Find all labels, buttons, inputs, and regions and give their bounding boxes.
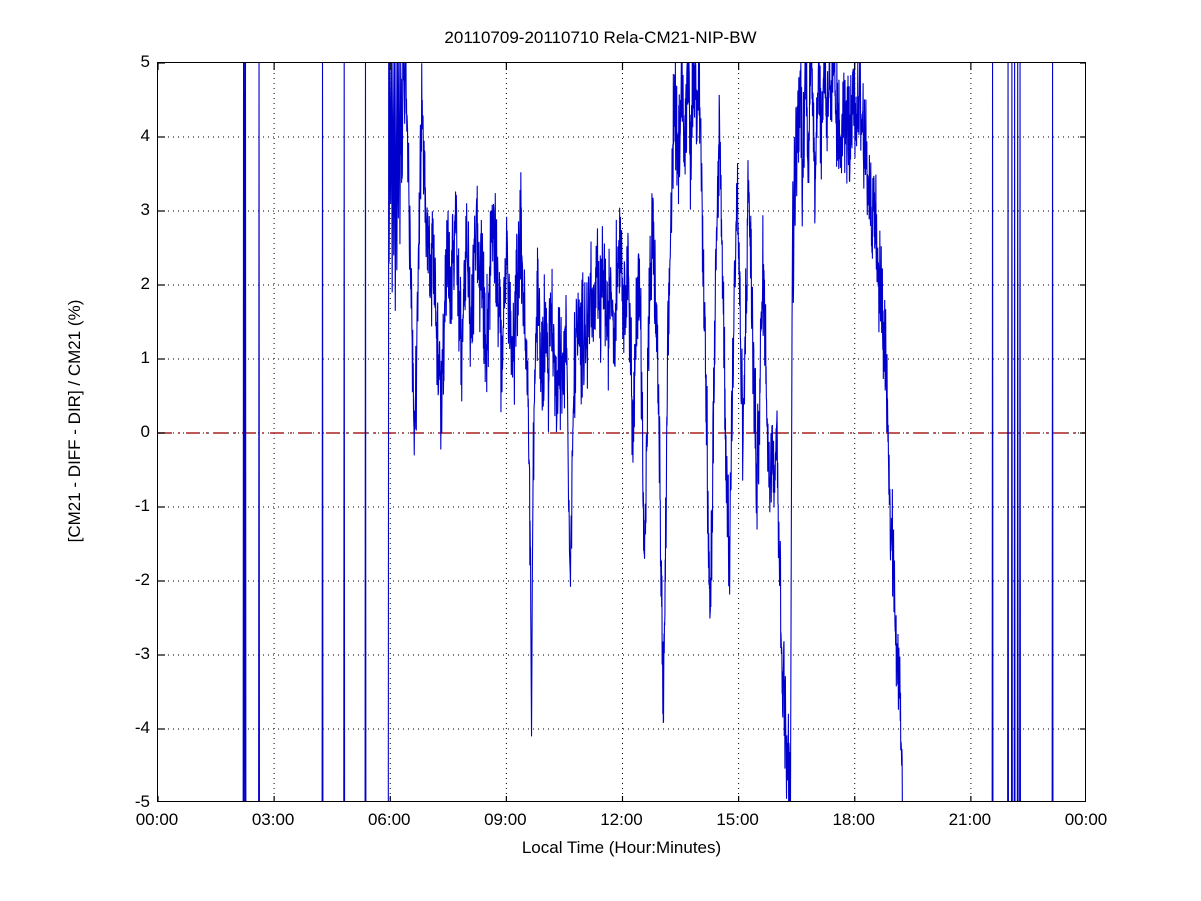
x-axis-tick-labels: 00:00 03:00 06:00 09:00 12:00 15:00 18:00 21:00…	[136, 810, 1108, 836]
x-tick-label: 21:00	[948, 810, 992, 829]
x-tick-label: 00:00	[1064, 810, 1108, 829]
x-tick-label: 12:00	[600, 810, 643, 829]
y-tick-label: 4	[140, 126, 150, 145]
y-tick-label: 5	[140, 52, 150, 71]
x-axis-label: Local Time (Hour:Minutes)	[521, 838, 722, 857]
y-tick-label: -5	[134, 792, 150, 811]
y-tick-label: 1	[140, 348, 150, 367]
y-tick-label: -3	[134, 644, 150, 663]
y-tick-label: -4	[134, 718, 150, 737]
y-axis-tick-labels: 5 4 3 2 1 0 -1 -2 -3 -4 -5	[104, 52, 150, 811]
plot-area	[157, 62, 1086, 802]
chart-title: 20110709-20110710 Rela-CM21-NIP-BW	[444, 28, 757, 47]
data-series-group	[242, 63, 1054, 801]
x-tick-label: 15:00	[716, 810, 759, 829]
y-tick-label: 0	[140, 422, 150, 441]
y-tick-label: -1	[134, 496, 150, 515]
x-tick-label: 18:00	[832, 810, 876, 829]
plot-svg	[158, 63, 1085, 801]
y-tick-label: -2	[134, 570, 150, 589]
x-tick-label: 06:00	[367, 810, 411, 829]
x-tick-label: 03:00	[251, 810, 295, 829]
y-tick-label: 2	[140, 274, 150, 293]
y-tick-label: 3	[140, 200, 150, 219]
x-tick-label: 09:00	[484, 810, 527, 829]
data-series-line	[242, 63, 1054, 801]
axis-tick-marks	[158, 63, 1085, 801]
x-tick-label: 00:00	[135, 810, 179, 829]
y-axis-label: [CM21 - DIFF - DIR] / CM21 (%)	[65, 299, 84, 543]
